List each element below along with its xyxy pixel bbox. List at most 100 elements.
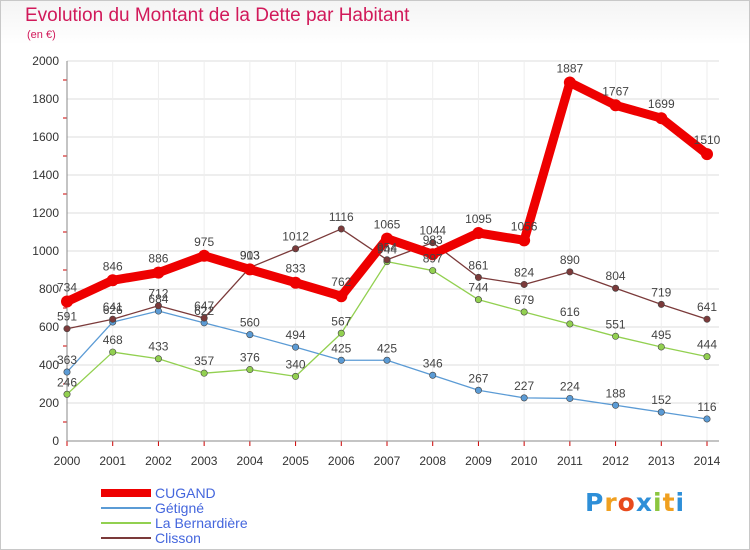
x-tick-label: 2013 — [648, 454, 675, 468]
data-label: 944 — [377, 243, 397, 257]
data-point — [61, 295, 73, 308]
data-point — [381, 232, 393, 245]
x-tick-label: 2012 — [602, 454, 629, 468]
x-tick-label: 2000 — [54, 454, 81, 468]
data-point — [657, 343, 665, 351]
data-labels: 363 626 684 622 560 494 425 425 346 267 227 224 188 1… — [57, 61, 721, 413]
data-point — [703, 415, 711, 423]
chart-unit-note: (en €) — [27, 29, 56, 41]
y-tick-label: 400 — [39, 358, 59, 372]
axes: 0 200 400 600 800 1000 1200 1400 1600 1800 2000 200… — [32, 54, 720, 468]
y-tick-label: 600 — [39, 320, 59, 334]
data-label: 684 — [148, 292, 168, 306]
data-label: 719 — [651, 285, 671, 299]
data-point — [612, 332, 620, 340]
data-point — [563, 76, 576, 89]
data-point — [657, 300, 665, 308]
data-point — [63, 325, 71, 333]
x-tick-label: 2005 — [282, 454, 309, 468]
x-tick-label: 2001 — [99, 454, 126, 468]
data-point — [337, 356, 345, 364]
y-tick-label: 1200 — [32, 206, 59, 220]
data-label: 712 — [148, 287, 168, 301]
data-label: 846 — [103, 259, 123, 273]
data-label: 762 — [331, 275, 351, 289]
data-point — [657, 408, 665, 416]
data-point — [152, 266, 165, 279]
legend-label: Gétigné — [155, 500, 205, 516]
data-label: 363 — [57, 353, 77, 367]
legend-label: La Bernardière — [155, 515, 248, 531]
data-label: 591 — [57, 310, 77, 324]
data-point — [520, 394, 528, 402]
legend-swatch — [101, 489, 151, 497]
data-label: 622 — [194, 304, 214, 318]
data-point — [566, 394, 574, 402]
data-label: 833 — [286, 262, 306, 276]
data-label: 903 — [240, 248, 260, 262]
legend-swatch — [101, 537, 151, 539]
data-point — [472, 226, 485, 239]
x-tick-label: 2002 — [145, 454, 172, 468]
data-label: 188 — [606, 386, 626, 400]
y-tick-label: 1800 — [32, 92, 59, 106]
data-label: 744 — [468, 281, 488, 295]
data-label: 494 — [286, 328, 306, 342]
data-point — [383, 256, 391, 264]
data-label: 152 — [651, 393, 671, 407]
data-point — [612, 401, 620, 409]
data-point — [474, 296, 482, 304]
data-point — [337, 329, 345, 337]
logo-letter: t — [662, 488, 676, 517]
data-point — [106, 274, 119, 287]
data-point — [109, 315, 117, 323]
y-tick-label: 800 — [39, 282, 59, 296]
x-tick-label: 2006 — [328, 454, 355, 468]
data-label: 824 — [514, 265, 534, 279]
data-point — [154, 302, 162, 310]
data-label: 804 — [606, 269, 626, 283]
data-point — [243, 263, 256, 276]
data-label: 679 — [514, 293, 534, 307]
data-label: 886 — [148, 252, 168, 266]
x-tick-label: 2010 — [511, 454, 538, 468]
data-point — [246, 366, 254, 374]
x-tick-label: 2003 — [191, 454, 218, 468]
data-point — [703, 315, 711, 323]
data-label: 647 — [194, 299, 214, 313]
data-label: 861 — [468, 258, 488, 272]
data-point — [337, 225, 345, 233]
data-label: 468 — [103, 333, 123, 347]
data-point — [703, 353, 711, 361]
data-label: 1887 — [557, 61, 584, 75]
data-label: 444 — [697, 338, 717, 352]
data-label: 267 — [468, 371, 488, 385]
data-label: 1065 — [374, 218, 401, 232]
data-point — [520, 280, 528, 288]
logo-letter: r — [604, 488, 618, 517]
data-label: 641 — [697, 300, 717, 314]
y-tick-label: 2000 — [32, 54, 59, 68]
data-label: 1767 — [602, 84, 629, 98]
logo-letter: x — [635, 488, 653, 517]
logo-letter: P — [585, 488, 605, 517]
legend-swatch — [101, 522, 151, 524]
data-label: 425 — [377, 341, 397, 355]
data-point — [63, 390, 71, 398]
x-tick-label: 2009 — [465, 454, 492, 468]
data-label: 1510 — [694, 133, 721, 147]
data-label: 734 — [57, 281, 77, 295]
data-point — [109, 348, 117, 356]
data-point — [518, 234, 531, 247]
data-label: 1044 — [419, 224, 446, 238]
data-label: 560 — [240, 316, 260, 330]
data-point — [63, 368, 71, 376]
y-tick-label: 1000 — [32, 244, 59, 258]
data-label: 433 — [148, 340, 168, 354]
x-tick-label: 2011 — [557, 454, 583, 468]
data-point — [200, 369, 208, 377]
legend-swatch — [101, 507, 151, 509]
data-label: 227 — [514, 379, 534, 393]
x-tick-label: 2007 — [374, 454, 401, 468]
